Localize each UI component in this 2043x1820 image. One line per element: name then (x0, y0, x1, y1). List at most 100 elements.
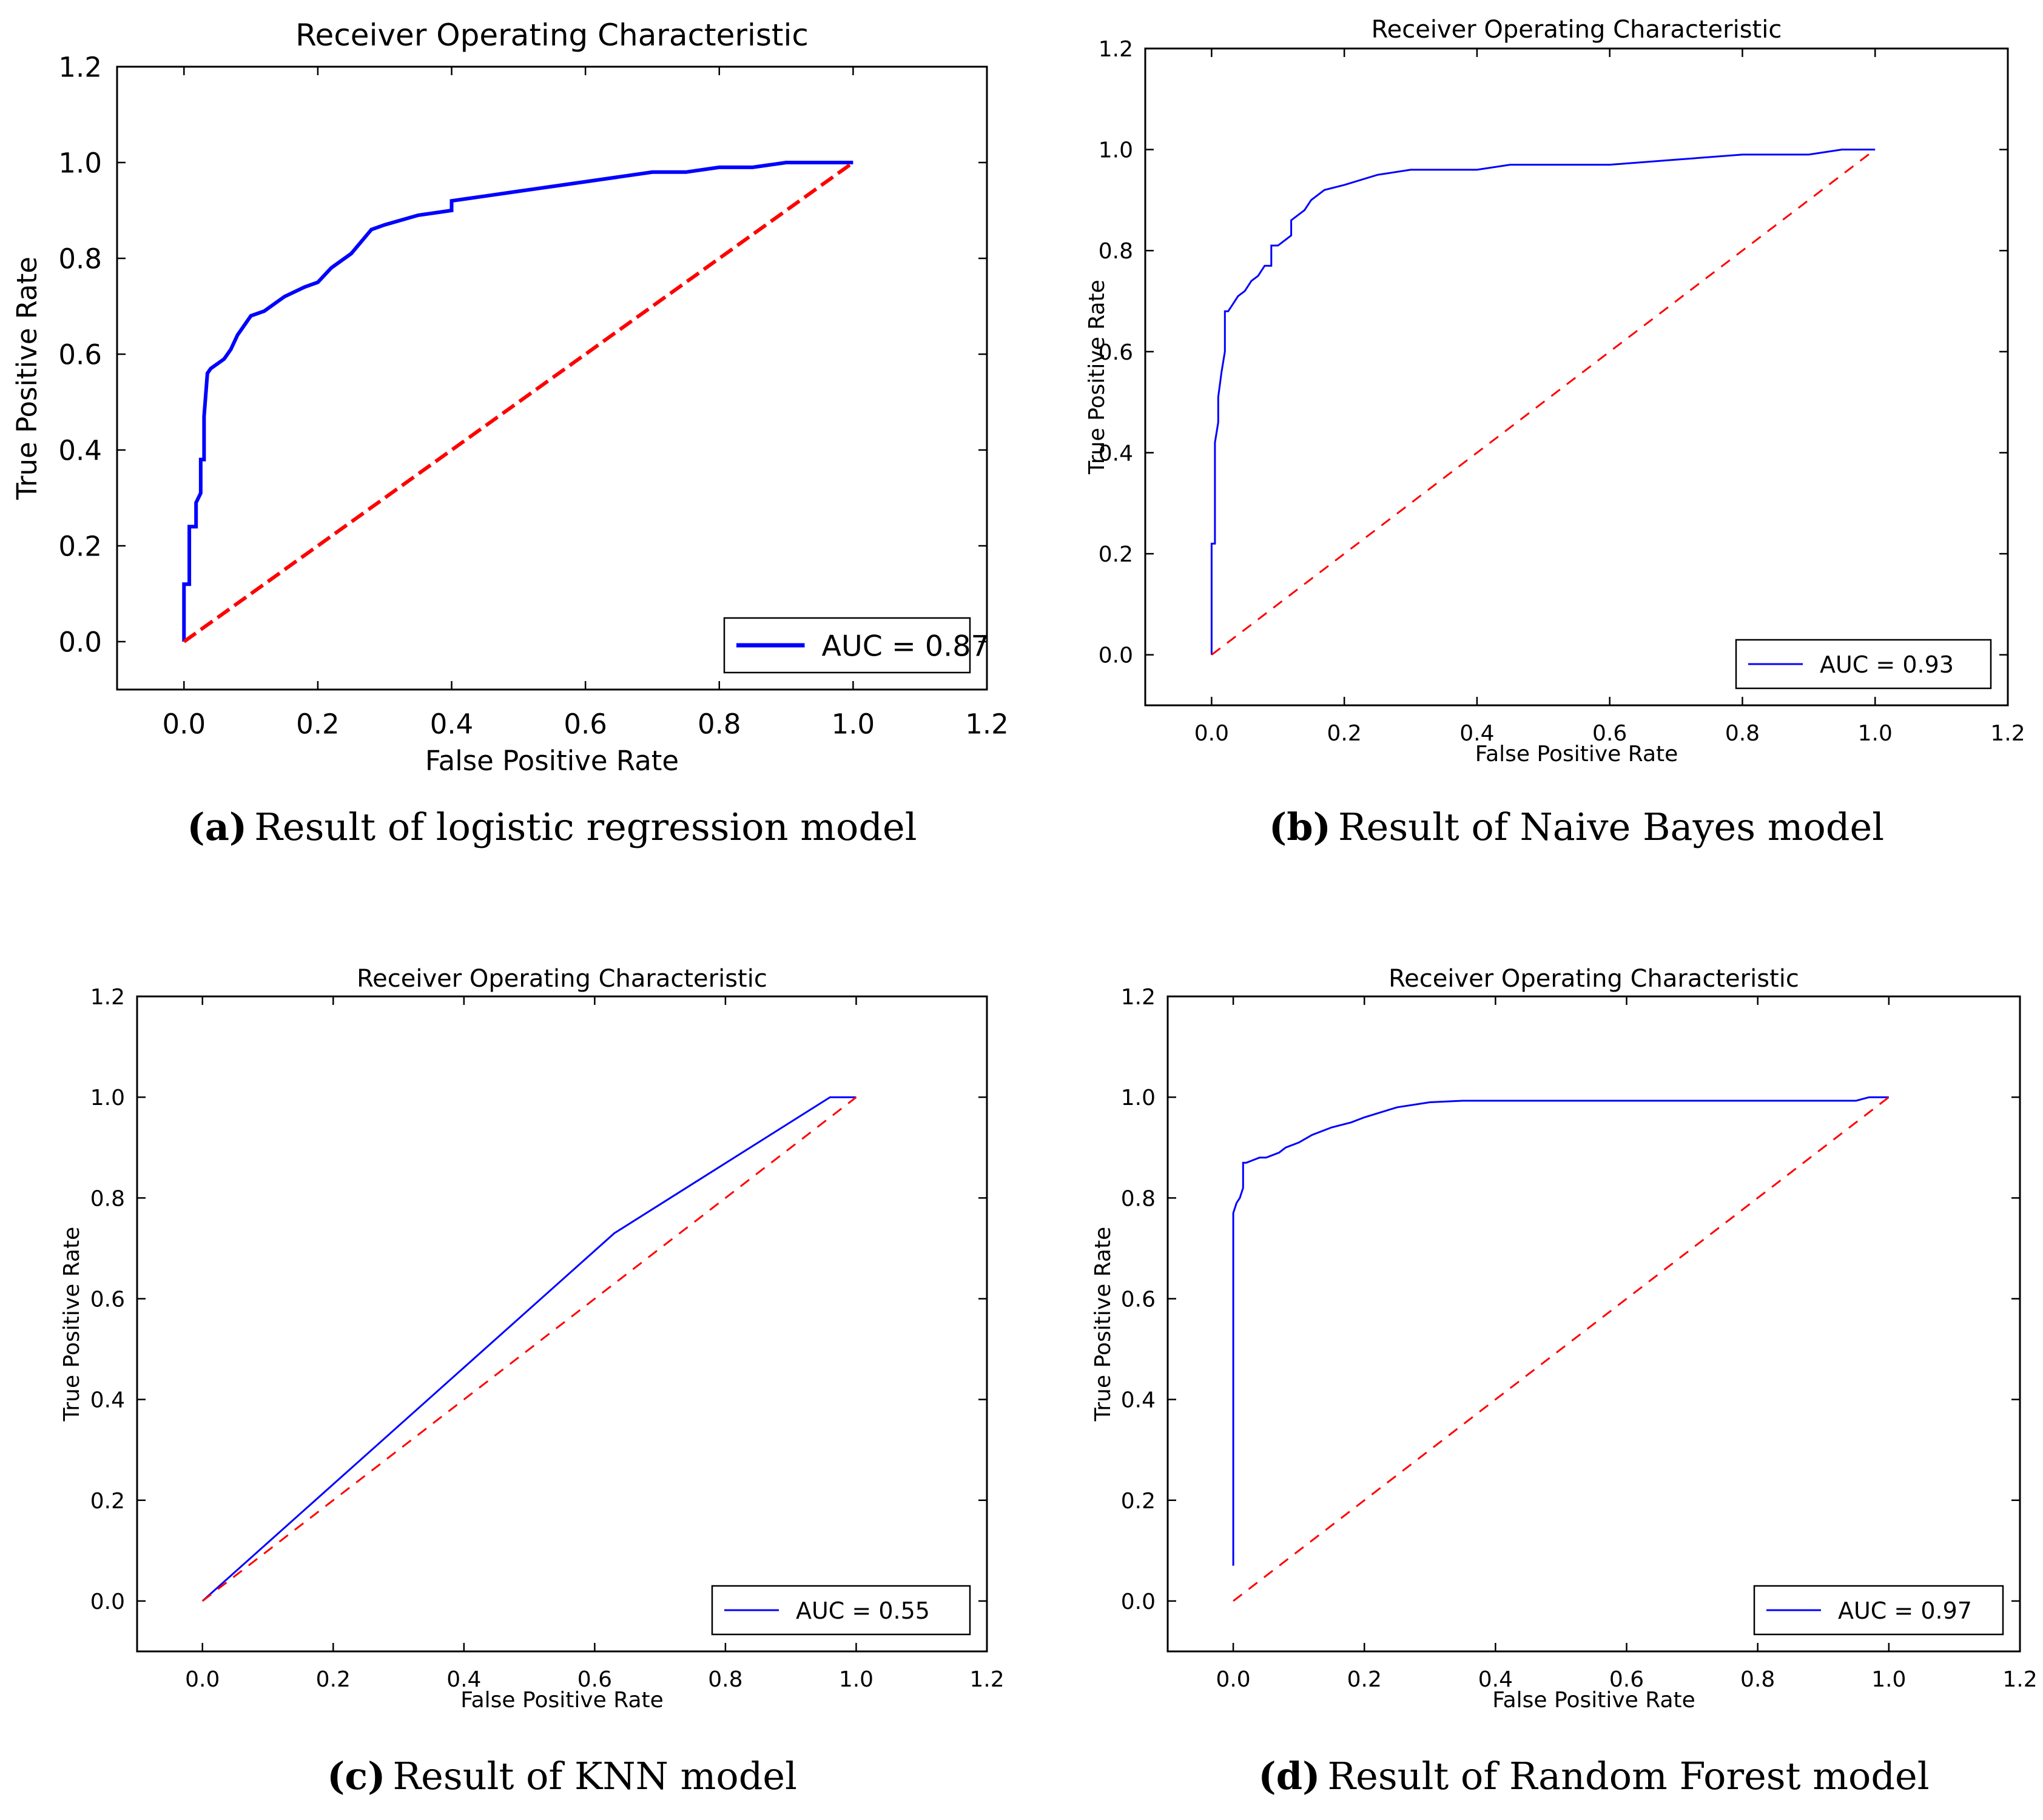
x-axis-label: False Positive Rate (460, 1688, 664, 1713)
x-tick-label: 0.6 (564, 708, 607, 740)
x-tick-label: 0.6 (1592, 721, 1627, 746)
x-tick-label: 1.0 (839, 1667, 873, 1692)
axes-frame (116, 65, 988, 691)
y-tick-label: 1.0 (90, 1086, 125, 1110)
panel-caption: (d) Result of Random Forest model (1258, 1754, 1929, 1798)
legend-label: AUC = 0.55 (796, 1597, 930, 1624)
roc-curve-line (201, 1096, 857, 1602)
y-tick-label: 0.8 (1099, 239, 1133, 264)
x-tick-label: 0.0 (1194, 721, 1229, 746)
x-tick-label: 0.4 (446, 1667, 481, 1692)
y-tick-label: 1.2 (1099, 37, 1133, 62)
x-tick-label: 0.8 (1725, 721, 1760, 746)
y-tick-label: 0.2 (1121, 1489, 1156, 1514)
legend-label: AUC = 0.93 (1820, 651, 1954, 678)
x-tick-label: 0.8 (698, 708, 741, 740)
chart-title: Receiver Operating Characteristic (295, 18, 809, 53)
y-tick-label: 0.6 (58, 338, 102, 371)
y-tick-label: 0.6 (1099, 340, 1133, 365)
axes-frame (1144, 47, 2009, 707)
roc-panel-a: Receiver Operating Characteristic 0.0 0.2 0… (11, 18, 1009, 849)
x-tick-label: 1.2 (2002, 1667, 2037, 1692)
chance-diagonal-line (1233, 1096, 1890, 1602)
x-tick-label: 0.6 (577, 1667, 612, 1692)
caption-label: (c) (327, 1754, 385, 1798)
x-tick-label: 0.0 (185, 1667, 220, 1692)
y-tick-label: 0.2 (90, 1489, 125, 1514)
caption-label: (d) (1258, 1754, 1320, 1798)
chance-diagonal-line (201, 1096, 857, 1602)
y-tick-label: 0.8 (90, 1186, 125, 1211)
x-tick-label: 0.4 (1459, 721, 1494, 746)
y-tick-label: 0.6 (90, 1287, 125, 1312)
x-tick-label: 1.0 (832, 708, 875, 740)
x-tick-label: 0.2 (296, 708, 340, 740)
x-tick-label: 0.4 (430, 708, 474, 740)
y-axis-label: True Positive Rate (1085, 280, 1109, 475)
y-tick-label: 0.4 (1121, 1388, 1156, 1413)
caption-text: Result of KNN model (393, 1754, 797, 1798)
legend-label: AUC = 0.87 (822, 630, 989, 663)
caption-label: (a) (187, 805, 247, 849)
x-tick-label: 0.2 (316, 1667, 351, 1692)
x-tick-label: 0.4 (1478, 1667, 1513, 1692)
x-tick-label: 0.0 (163, 708, 206, 740)
roc-curve-line (1232, 1096, 1889, 1566)
x-axis-label: False Positive Rate (425, 745, 679, 777)
roc-curve-line (1210, 149, 1876, 655)
roc-panel-d: Receiver Operating Characteristic 0.0 0.2 0… (1091, 965, 2038, 1798)
caption-text: Result of Naive Bayes model (1338, 805, 1884, 849)
x-tick-label: 1.0 (1858, 721, 1893, 746)
x-tick-label: 1.2 (1990, 721, 2025, 746)
y-tick-label: 0.0 (1099, 643, 1133, 668)
roc-panel-b: Receiver Operating Characteristic 0.0 0.2 0… (1085, 16, 2025, 849)
chance-diagonal-line (1211, 149, 1876, 656)
x-tick-label: 0.0 (1216, 1667, 1250, 1692)
x-tick-label: 1.2 (969, 1667, 1004, 1692)
panel-caption: (c) Result of KNN model (327, 1754, 797, 1798)
caption-label: (b) (1269, 805, 1331, 849)
roc-curve-line (182, 161, 853, 642)
y-tick-label: 1.2 (58, 51, 102, 83)
y-tick-label: 0.2 (58, 530, 102, 562)
y-tick-label: 1.0 (1121, 1086, 1156, 1110)
y-tick-label: 0.6 (1121, 1287, 1156, 1312)
axes-frame (1166, 995, 2021, 1653)
legend: AUC = 0.87 (723, 617, 989, 674)
y-tick-label: 0.4 (58, 434, 102, 466)
legend: AUC = 0.55 (711, 1585, 971, 1636)
y-tick-label: 1.0 (58, 147, 102, 179)
chart-title: Receiver Operating Characteristic (357, 965, 767, 993)
legend-label: AUC = 0.97 (1838, 1597, 1972, 1624)
chart-title: Receiver Operating Characteristic (1372, 16, 1782, 44)
y-tick-label: 0.2 (1099, 542, 1133, 567)
x-tick-label: 0.8 (1740, 1667, 1775, 1692)
caption-text: Result of logistic regression model (254, 805, 917, 849)
y-tick-label: 0.0 (58, 626, 102, 658)
y-tick-label: 1.0 (1099, 138, 1133, 163)
y-axis-label: True Positive Rate (59, 1227, 84, 1422)
chance-diagonal-line (183, 161, 855, 643)
panel-caption: (a) Result of logistic regression model (187, 805, 917, 849)
y-tick-label: 1.2 (90, 985, 125, 1010)
y-tick-label: 0.0 (1121, 1590, 1156, 1614)
x-axis-label: False Positive Rate (1475, 742, 1678, 767)
y-axis-label: True Positive Rate (1091, 1227, 1116, 1422)
x-tick-label: 1.2 (965, 708, 1009, 740)
roc-panel-c: Receiver Operating Characteristic 0.0 0.2 0… (59, 965, 1005, 1798)
chart-title: Receiver Operating Characteristic (1388, 965, 1799, 993)
x-axis-label: False Positive Rate (1492, 1688, 1695, 1713)
axes-frame (136, 995, 988, 1653)
y-tick-label: 0.8 (1121, 1186, 1156, 1211)
y-tick-label: 0.4 (1099, 441, 1133, 466)
y-tick-label: 0.8 (58, 243, 102, 275)
x-tick-label: 0.6 (1609, 1667, 1644, 1692)
x-tick-label: 0.2 (1327, 721, 1362, 746)
y-tick-label: 0.0 (90, 1590, 125, 1614)
legend: AUC = 0.97 (1753, 1585, 2004, 1636)
y-tick-label: 0.4 (90, 1388, 125, 1413)
y-tick-label: 1.2 (1121, 985, 1156, 1010)
panel-caption: (b) Result of Naive Bayes model (1269, 805, 1884, 849)
legend: AUC = 0.93 (1735, 639, 1992, 690)
